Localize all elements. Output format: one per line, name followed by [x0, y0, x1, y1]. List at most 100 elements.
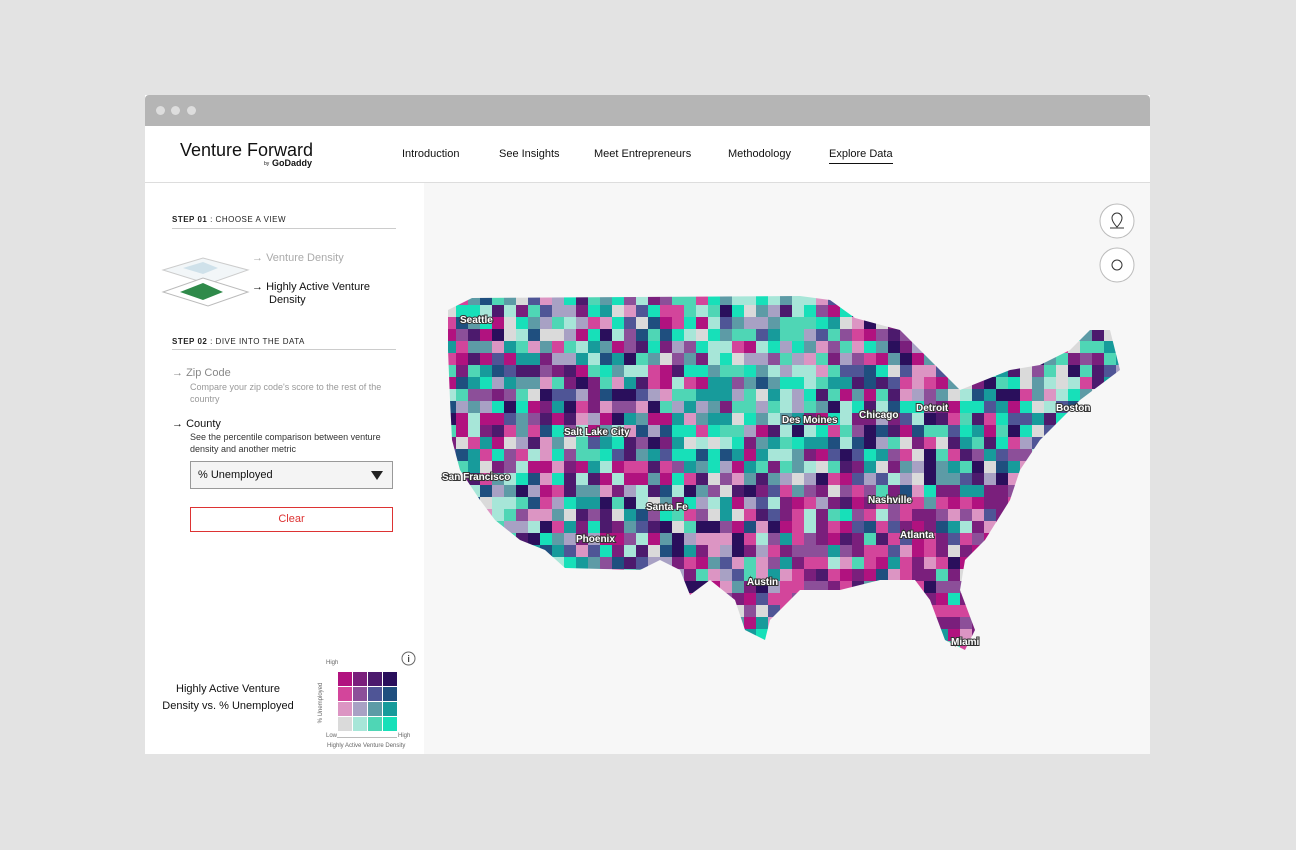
- county: [480, 305, 492, 317]
- nav-item[interactable]: Methodology: [728, 148, 791, 160]
- county: [876, 401, 888, 413]
- county: [900, 473, 912, 485]
- county: [696, 497, 708, 509]
- county: [756, 509, 768, 521]
- county-option[interactable]: → County: [172, 418, 221, 430]
- clear-button[interactable]: Clear: [190, 507, 393, 532]
- county: [1104, 365, 1116, 377]
- county: [504, 329, 516, 341]
- county: [564, 485, 576, 497]
- county: [816, 401, 828, 413]
- county: [624, 545, 636, 557]
- county: [528, 509, 540, 521]
- county: [516, 341, 528, 353]
- dot: [171, 106, 180, 115]
- county: [876, 341, 888, 353]
- county: [648, 365, 660, 377]
- county: [708, 317, 720, 329]
- nav-item[interactable]: Introduction: [402, 148, 460, 160]
- county: [504, 341, 516, 353]
- nav-item[interactable]: See Insights: [499, 148, 560, 160]
- county: [456, 329, 468, 341]
- county: [576, 545, 588, 557]
- county: [864, 533, 876, 545]
- county: [612, 437, 624, 449]
- nav-item-active[interactable]: Explore Data: [829, 148, 893, 164]
- county: [744, 317, 756, 329]
- county: [804, 389, 816, 401]
- county: [732, 341, 744, 353]
- county: [720, 437, 732, 449]
- county: [804, 425, 816, 437]
- view-option-active[interactable]: → Highly Active Venture Density: [252, 281, 371, 306]
- recenter-button[interactable]: [1099, 247, 1135, 283]
- county: [708, 461, 720, 473]
- legend-cell: [383, 672, 397, 686]
- county: [972, 533, 984, 545]
- county: [768, 545, 780, 557]
- county: [636, 413, 648, 425]
- county: [732, 377, 744, 389]
- dropdown[interactable]: % Unemployed: [190, 461, 393, 489]
- county: [660, 521, 672, 533]
- county: [588, 437, 600, 449]
- county: [924, 461, 936, 473]
- county: [780, 401, 792, 413]
- county: [448, 305, 456, 317]
- county: [972, 413, 984, 425]
- county: [492, 341, 504, 353]
- county: [504, 473, 516, 485]
- county: [528, 449, 540, 461]
- view-option[interactable]: → Venture Density: [252, 252, 344, 264]
- county: [684, 377, 696, 389]
- county: [660, 353, 672, 365]
- county: [948, 557, 960, 569]
- county: [816, 425, 828, 437]
- county: [552, 521, 564, 533]
- county: [768, 401, 780, 413]
- county: [804, 437, 816, 449]
- county: [708, 521, 720, 533]
- county: [936, 521, 948, 533]
- county: [600, 521, 612, 533]
- county: [732, 569, 744, 581]
- county: [828, 581, 840, 593]
- county: [648, 509, 660, 521]
- location-icon: [1110, 212, 1124, 229]
- county: [984, 473, 996, 485]
- county: [1104, 353, 1116, 365]
- county: [552, 509, 564, 521]
- legend-cell: [368, 702, 382, 716]
- nav-item[interactable]: Meet Entrepreneurs: [594, 148, 692, 160]
- zip-option[interactable]: → Zip Code: [172, 367, 231, 379]
- county: [588, 497, 600, 509]
- county: [660, 341, 672, 353]
- city-label: Salt Lake City: [564, 427, 630, 438]
- county: [804, 305, 816, 317]
- county: [528, 533, 540, 545]
- city-label: Detroit: [916, 403, 949, 414]
- county: [516, 449, 528, 461]
- county: [480, 425, 492, 437]
- logo[interactable]: Venture Forward: [180, 140, 314, 160]
- county: [672, 425, 684, 437]
- county: [492, 473, 504, 485]
- county: [936, 437, 948, 449]
- map[interactable]: Seattle Salt Lake City San Francisco Santa …: [424, 183, 1150, 754]
- county: [780, 437, 792, 449]
- county: [696, 569, 708, 581]
- county: [684, 557, 696, 569]
- county: [636, 353, 648, 365]
- county: [948, 401, 960, 413]
- county: [456, 413, 468, 425]
- county: [828, 521, 840, 533]
- county: [588, 317, 600, 329]
- county: [684, 461, 696, 473]
- county: [852, 413, 864, 425]
- info-button[interactable]: [401, 651, 416, 666]
- county: [840, 545, 852, 557]
- county: [648, 296, 660, 305]
- county: [540, 377, 552, 389]
- county: [600, 377, 612, 389]
- location-button[interactable]: [1099, 203, 1135, 239]
